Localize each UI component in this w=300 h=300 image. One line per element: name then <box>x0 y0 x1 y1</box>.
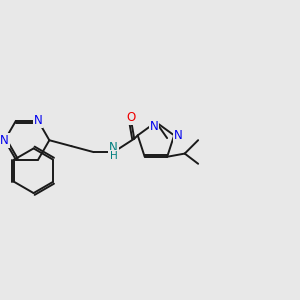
Text: N: N <box>34 114 43 128</box>
Text: N: N <box>109 142 118 154</box>
Text: N: N <box>0 134 9 147</box>
Text: N: N <box>150 120 158 134</box>
Text: O: O <box>126 111 136 124</box>
Text: H: H <box>110 151 117 161</box>
Text: N: N <box>174 129 183 142</box>
